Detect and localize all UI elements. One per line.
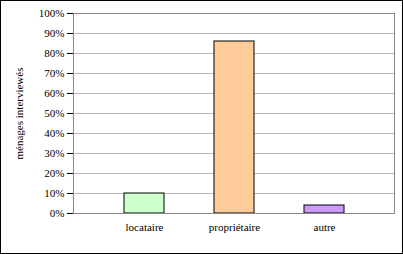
svg-text:locataire: locataire: [126, 221, 164, 233]
svg-text:100%: 100%: [39, 7, 65, 19]
svg-text:autre: autre: [314, 221, 336, 233]
svg-text:70%: 70%: [44, 67, 64, 79]
svg-text:propriétaire: propriétaire: [209, 221, 260, 233]
svg-text:60%: 60%: [44, 87, 64, 99]
svg-text:90%: 90%: [44, 27, 64, 39]
svg-text:80%: 80%: [44, 47, 64, 59]
svg-text:40%: 40%: [44, 127, 64, 139]
svg-text:20%: 20%: [44, 167, 64, 179]
svg-text:50%: 50%: [44, 107, 64, 119]
svg-text:0%: 0%: [50, 207, 65, 219]
svg-text:ménages interviewés: ménages interviewés: [13, 68, 25, 160]
svg-text:10%: 10%: [44, 187, 64, 199]
svg-text:30%: 30%: [44, 147, 64, 159]
